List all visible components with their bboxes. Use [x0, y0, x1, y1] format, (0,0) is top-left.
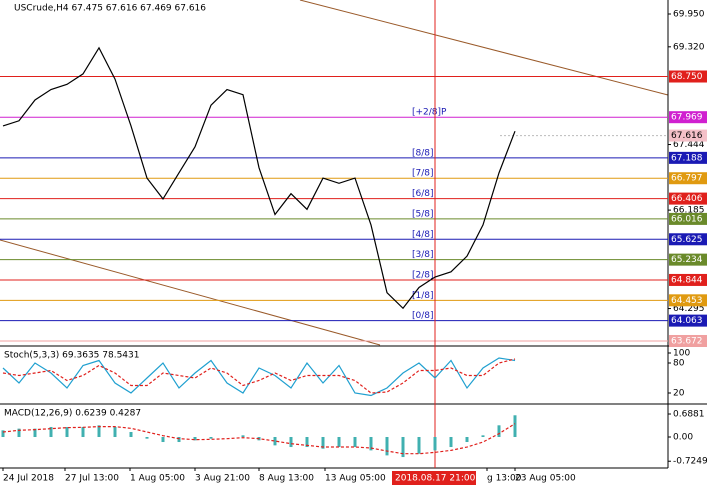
level-label: 66.406: [671, 194, 703, 204]
murrey-label: [6/8]: [412, 189, 434, 199]
macd-title: MACD(12,26,9) 0.6239 0.4287: [4, 409, 141, 419]
murrey-label: [5/8]: [412, 209, 434, 219]
murrey-label: [0/8]: [412, 311, 434, 321]
bar: [1, 430, 5, 438]
murrey-label: [8/8]: [412, 148, 434, 158]
trend-line: [0, 239, 381, 346]
murrey-label: [4/8]: [412, 230, 434, 240]
x-tick-label: 27 Jul 13:00: [65, 474, 119, 484]
x-tick-label: 23 Aug 05:00: [515, 474, 576, 484]
y-tick-label: 100: [673, 349, 690, 359]
y-tick-label: 64.295: [673, 304, 705, 314]
bar: [49, 426, 53, 438]
murrey-label: [3/8]: [412, 250, 434, 260]
y-tick-label: 0.00: [673, 433, 693, 443]
bar: [145, 437, 149, 439]
bar: [401, 437, 405, 458]
bar: [241, 435, 245, 438]
bar: [449, 437, 453, 448]
level-label: 65.625: [671, 235, 703, 245]
level-label: 65.234: [671, 255, 703, 265]
x-tick-label: 24 Jul 2018: [3, 474, 54, 484]
series-line: [2, 357, 516, 397]
level-label-box: [669, 151, 707, 164]
bar: [385, 437, 389, 456]
level-label: 66.797: [671, 174, 703, 184]
level-label: 64.844: [671, 275, 703, 285]
y-tick-label: 69.950: [673, 10, 705, 20]
series-line: [2, 423, 516, 455]
bar: [465, 437, 469, 443]
level-label-box: [669, 314, 707, 327]
level-label-box: [669, 70, 707, 83]
series-line: [2, 358, 516, 394]
level-label: 66.016: [671, 214, 703, 224]
y-tick-label: 20: [673, 389, 685, 399]
level-label-box: [669, 233, 707, 246]
x-tick-label: 3 Aug 21:00: [195, 474, 250, 484]
level-label-box: [669, 172, 707, 185]
bar: [161, 437, 165, 443]
bar: [305, 437, 309, 448]
murrey-label: [2/8]: [412, 270, 434, 280]
trend-line: [299, 0, 669, 96]
bar: [433, 437, 437, 451]
bar: [81, 426, 85, 438]
bar: [273, 437, 277, 446]
crosshair-label-box: [392, 471, 476, 485]
murrey-label: [7/8]: [412, 169, 434, 179]
x-tick-label: 1 Aug 05:00: [130, 474, 185, 484]
chart-title: USCrude,H4 67.475 67.616 67.469 67.616: [14, 4, 206, 14]
level-label: 63.672: [671, 336, 703, 346]
series-line: [2, 46, 516, 310]
bar: [177, 437, 181, 443]
level-label-box: [669, 111, 707, 124]
bar: [369, 437, 373, 451]
level-label-box: [669, 212, 707, 225]
bar: [17, 428, 21, 438]
level-label-box: [669, 334, 707, 347]
y-tick-label: 66.185: [673, 206, 705, 216]
level-label: 64.453: [671, 296, 703, 306]
bar: [113, 426, 117, 438]
level-label: 67.969: [671, 113, 703, 123]
current-price-label: 67.616: [671, 131, 703, 141]
murrey-label: [+2/8]P: [412, 108, 447, 118]
bar: [33, 428, 37, 438]
y-tick-label: 80: [673, 359, 685, 369]
level-label: 67.188: [671, 153, 703, 163]
x-tick-label: g 13:00: [487, 474, 522, 484]
level-label-box: [669, 192, 707, 205]
bar: [337, 437, 341, 448]
level-label-box: [669, 294, 707, 307]
crosshair-label: 2018.08.17 21:00: [395, 474, 476, 484]
bar: [481, 435, 485, 438]
bar: [417, 437, 421, 454]
stoch-title: Stoch(5,3,3) 69.3635 78.5431: [4, 351, 139, 361]
bar: [513, 415, 517, 438]
y-tick-label: 67.444: [673, 140, 705, 150]
y-tick-label: 69.320: [673, 42, 705, 52]
bar: [129, 431, 133, 438]
y-tick-label: 0.6881: [673, 410, 705, 420]
bar: [321, 437, 325, 449]
bar: [289, 437, 293, 448]
bar: [353, 437, 357, 448]
level-label-box: [669, 253, 707, 266]
x-tick-label: 13 Aug 05:00: [325, 474, 386, 484]
level-label: 68.750: [671, 72, 703, 82]
y-tick-label: -0.7249: [673, 457, 707, 467]
bar: [193, 437, 197, 441]
level-label-box: [669, 273, 707, 286]
bar: [209, 437, 213, 439]
bar: [97, 425, 101, 438]
bar: [65, 426, 69, 438]
bar: [497, 425, 501, 438]
current-price-box: [669, 129, 707, 142]
x-tick-label: 8 Aug 13:00: [259, 474, 314, 484]
murrey-label: [1/8]: [412, 291, 434, 301]
level-label: 64.063: [671, 316, 703, 326]
